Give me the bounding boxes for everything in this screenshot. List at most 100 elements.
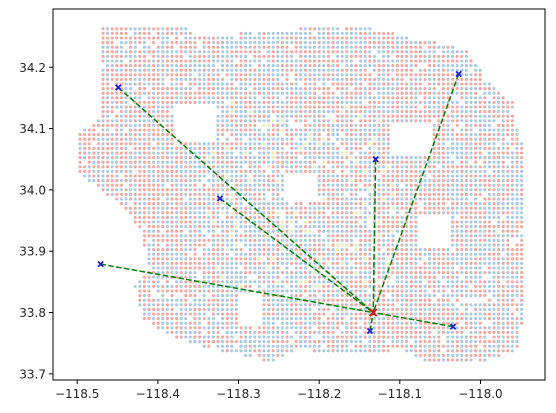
background-point bbox=[487, 183, 491, 187]
background-point bbox=[294, 114, 298, 118]
background-point bbox=[211, 280, 215, 284]
background-point bbox=[391, 165, 395, 169]
background-point bbox=[303, 326, 307, 330]
background-point bbox=[386, 91, 390, 95]
background-point bbox=[340, 248, 344, 252]
background-point bbox=[161, 146, 165, 150]
background-point bbox=[184, 77, 188, 81]
background-point bbox=[432, 45, 436, 49]
background-point bbox=[267, 284, 271, 288]
background-point bbox=[317, 248, 321, 252]
background-point bbox=[395, 317, 399, 321]
background-point bbox=[119, 165, 123, 169]
background-point bbox=[303, 110, 307, 114]
background-point bbox=[331, 142, 335, 146]
background-point bbox=[428, 119, 432, 123]
background-point bbox=[474, 271, 478, 275]
background-point bbox=[202, 202, 206, 206]
background-point bbox=[478, 179, 482, 183]
background-point bbox=[326, 174, 330, 178]
background-point bbox=[386, 45, 390, 49]
background-point bbox=[391, 68, 395, 72]
background-point bbox=[317, 45, 321, 49]
background-point bbox=[418, 91, 422, 95]
background-point bbox=[244, 77, 248, 81]
background-point bbox=[451, 128, 455, 132]
background-point bbox=[483, 119, 487, 123]
background-point bbox=[198, 179, 202, 183]
background-point bbox=[165, 59, 169, 63]
background-point bbox=[239, 188, 243, 192]
background-point bbox=[386, 68, 390, 72]
background-point bbox=[147, 234, 151, 238]
background-point bbox=[336, 234, 340, 238]
background-point bbox=[469, 59, 473, 63]
background-point bbox=[276, 188, 280, 192]
background-point bbox=[115, 137, 119, 141]
background-point bbox=[331, 160, 335, 164]
background-point bbox=[474, 261, 478, 265]
background-point bbox=[506, 142, 510, 146]
background-point bbox=[345, 211, 349, 215]
background-point bbox=[455, 284, 459, 288]
background-point bbox=[359, 234, 363, 238]
background-point bbox=[464, 68, 468, 72]
background-point bbox=[156, 36, 160, 40]
background-point bbox=[382, 202, 386, 206]
background-point bbox=[322, 146, 326, 150]
background-point bbox=[446, 188, 450, 192]
background-point bbox=[115, 36, 119, 40]
background-point bbox=[501, 225, 505, 229]
background-point bbox=[124, 27, 128, 31]
background-point bbox=[405, 238, 409, 242]
background-point bbox=[271, 220, 275, 224]
background-point bbox=[377, 77, 381, 81]
background-point bbox=[359, 261, 363, 265]
background-point bbox=[299, 110, 303, 114]
background-point bbox=[161, 284, 165, 288]
background-point bbox=[290, 303, 294, 307]
background-point bbox=[363, 36, 367, 40]
background-point bbox=[331, 220, 335, 224]
background-point bbox=[409, 77, 413, 81]
background-point bbox=[165, 142, 169, 146]
background-point bbox=[386, 54, 390, 58]
background-point bbox=[285, 271, 289, 275]
background-point bbox=[340, 197, 344, 201]
background-point bbox=[193, 174, 197, 178]
background-point bbox=[478, 321, 482, 325]
background-point bbox=[322, 326, 326, 330]
background-point bbox=[520, 284, 524, 288]
background-point bbox=[188, 220, 192, 224]
background-point bbox=[501, 105, 505, 109]
background-point bbox=[253, 192, 257, 196]
background-point bbox=[248, 243, 252, 247]
background-point bbox=[138, 202, 142, 206]
background-point bbox=[184, 261, 188, 265]
background-point bbox=[221, 133, 225, 137]
background-point bbox=[382, 252, 386, 256]
background-point bbox=[276, 50, 280, 54]
background-point bbox=[308, 234, 312, 238]
background-point bbox=[506, 114, 510, 118]
background-point bbox=[257, 257, 261, 261]
background-point bbox=[336, 326, 340, 330]
background-point bbox=[207, 96, 211, 100]
background-point bbox=[152, 179, 156, 183]
background-point bbox=[368, 275, 372, 279]
background-point bbox=[432, 294, 436, 298]
background-point bbox=[474, 151, 478, 155]
background-point bbox=[317, 252, 321, 256]
background-point bbox=[455, 312, 459, 316]
background-point bbox=[497, 197, 501, 201]
background-point bbox=[322, 261, 326, 265]
background-point bbox=[446, 64, 450, 68]
background-point bbox=[184, 284, 188, 288]
background-point bbox=[418, 197, 422, 201]
background-point bbox=[336, 45, 340, 49]
background-point bbox=[377, 284, 381, 288]
background-point bbox=[202, 261, 206, 265]
background-point bbox=[423, 68, 427, 72]
background-point bbox=[175, 54, 179, 58]
background-point bbox=[317, 275, 321, 279]
